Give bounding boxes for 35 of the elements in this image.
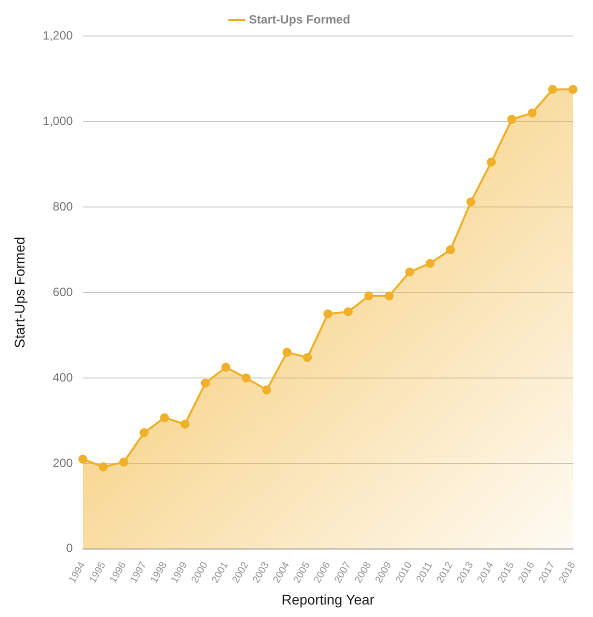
legend-label: Start-Ups Formed [248,12,350,26]
y-tick-label: 400 [52,370,74,384]
y-axis-title: Start-Ups Formed [11,236,28,348]
point [507,114,516,124]
point [98,462,108,472]
point [221,362,230,372]
point [282,348,292,357]
point [364,291,374,300]
point [323,309,332,318]
point [426,258,435,268]
y-tick-label: 0 [66,541,74,556]
point [344,307,353,316]
point [466,197,476,206]
point [140,428,149,438]
point [548,84,558,94]
point [405,267,414,276]
y-tick-label: 200 [52,456,74,470]
point [160,413,170,422]
y-tick-label: 600 [52,284,74,299]
point [446,245,455,254]
x-axis-title: Reporting Year [282,591,375,608]
point [528,108,537,118]
point [568,84,578,94]
point [384,291,394,300]
point [200,378,210,388]
point [242,373,251,382]
y-tick-label: 1,200 [42,28,74,42]
y-tick-label: 800 [52,199,74,214]
point [78,454,88,464]
point [180,420,190,429]
y-tick-label: 1,000 [42,114,74,128]
point [262,385,272,394]
point [119,458,128,467]
point [302,352,312,362]
point [486,158,496,167]
